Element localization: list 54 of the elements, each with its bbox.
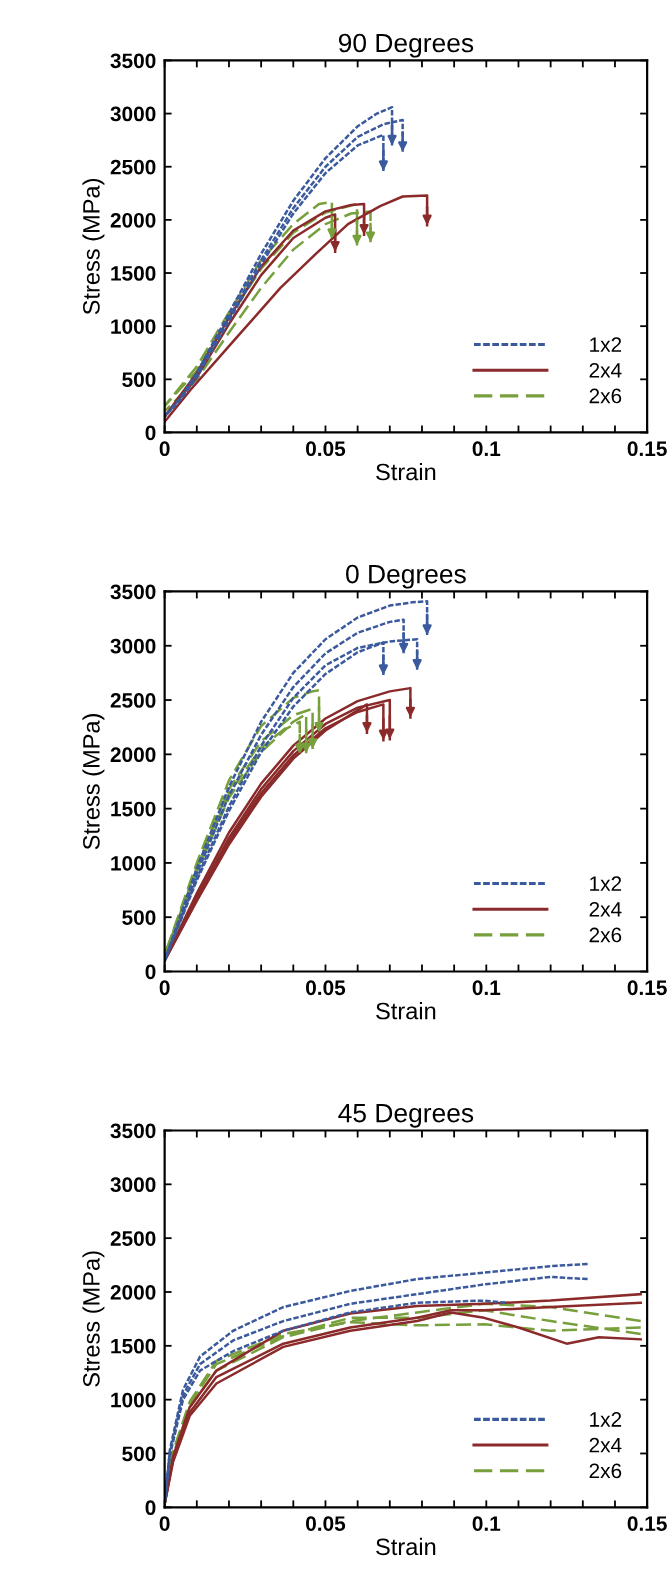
x-axis-title: Strain	[376, 1537, 436, 1556]
chart-title: 45 Degrees	[338, 1104, 474, 1128]
legend-label: 2x6	[589, 1463, 622, 1479]
y-tick-label: 1000	[111, 319, 156, 334]
x-axis-title: Strain	[376, 463, 436, 481]
y-tick-label: 2500	[110, 159, 156, 175]
y-tick-label: 2000	[110, 1284, 156, 1300]
legend-label: 2x4	[589, 1437, 622, 1453]
y-tick-label: 3000	[110, 106, 156, 122]
y-tick-label: 0	[145, 425, 156, 441]
y-tick-label: 2500	[110, 693, 156, 708]
x-tick-label: 0.1	[472, 980, 501, 996]
x-tick-label: 0	[159, 980, 170, 996]
chart-title: 0 Degrees	[346, 564, 466, 589]
y-axis-title: Stress (MPa)	[82, 1251, 105, 1387]
y-tick-label: 2500	[110, 1231, 156, 1246]
chart-title: 90 Degrees	[338, 33, 474, 58]
y-tick-label: 0	[145, 1500, 156, 1516]
x-tick-label: 0.05	[306, 441, 346, 457]
y-axis-title: Stress (MPa)	[82, 179, 105, 315]
y-tick-label: 1500	[111, 1338, 156, 1354]
x-tick-label: 0	[159, 1516, 170, 1531]
legend-label: 2x6	[589, 388, 622, 404]
y-tick-label: 0	[145, 964, 156, 980]
legend-label: 2x4	[589, 901, 622, 917]
y-tick-label: 1000	[111, 1392, 156, 1408]
y-tick-label: 3500	[110, 584, 156, 600]
x-tick-label: 0.15	[627, 441, 667, 457]
y-tick-label: 500	[122, 910, 156, 925]
x-tick-label: 0.05	[306, 980, 346, 996]
y-tick-label: 3500	[110, 53, 156, 69]
legend-label: 1x2	[590, 337, 622, 352]
legend-label: 2x4	[589, 362, 622, 378]
legend-label: 2x6	[589, 927, 622, 943]
x-tick-label: 0.05	[306, 1516, 346, 1531]
y-tick-label: 3000	[110, 1177, 156, 1193]
y-tick-label: 1500	[111, 266, 156, 281]
y-tick-label: 1500	[111, 801, 156, 817]
x-tick-label: 0.1	[472, 441, 501, 457]
x-axis-title: Strain	[376, 1002, 436, 1020]
x-tick-label: 0	[159, 441, 170, 457]
y-tick-label: 1000	[111, 855, 156, 871]
y-tick-label: 3500	[110, 1123, 156, 1139]
y-tick-label: 500	[122, 1446, 156, 1462]
legend-label: 1x2	[590, 876, 622, 891]
x-tick-label: 0.15	[627, 980, 667, 996]
y-axis-title: Stress (MPa)	[82, 714, 105, 850]
x-tick-label: 0.15	[627, 1516, 667, 1531]
y-tick-label: 3000	[110, 638, 156, 654]
y-tick-label: 500	[122, 372, 156, 388]
y-tick-label: 2000	[110, 212, 156, 228]
x-tick-label: 0.1	[472, 1516, 501, 1531]
y-tick-label: 2000	[110, 747, 156, 763]
legend-label: 1x2	[590, 1412, 622, 1427]
